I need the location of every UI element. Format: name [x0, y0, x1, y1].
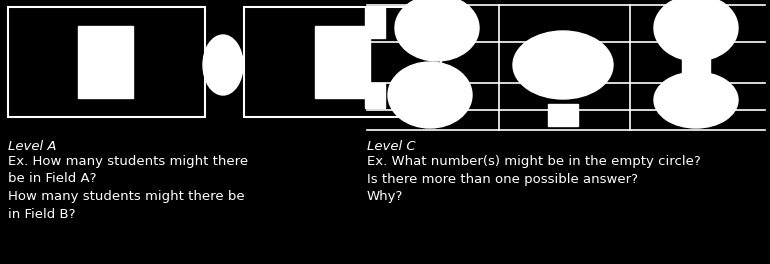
- Bar: [315, 26, 370, 98]
- Bar: [548, 104, 578, 126]
- Bar: [8, 7, 205, 117]
- Ellipse shape: [513, 31, 613, 99]
- Bar: [365, 8, 385, 38]
- Ellipse shape: [388, 62, 472, 128]
- Bar: [78, 26, 133, 98]
- Bar: [682, 43, 710, 88]
- Text: Level A: Level A: [8, 140, 56, 153]
- Text: Ex. What number(s) might be in the empty circle?
Is there more than one possible: Ex. What number(s) might be in the empty…: [367, 155, 701, 203]
- Text: Ex. How many students might there
be in Field A?
How many students might there b: Ex. How many students might there be in …: [8, 155, 248, 220]
- Ellipse shape: [395, 0, 479, 61]
- Text: Level C: Level C: [367, 140, 416, 153]
- Bar: [244, 7, 441, 117]
- Bar: [365, 83, 385, 108]
- Ellipse shape: [203, 35, 243, 95]
- Ellipse shape: [654, 0, 738, 61]
- Ellipse shape: [654, 72, 738, 128]
